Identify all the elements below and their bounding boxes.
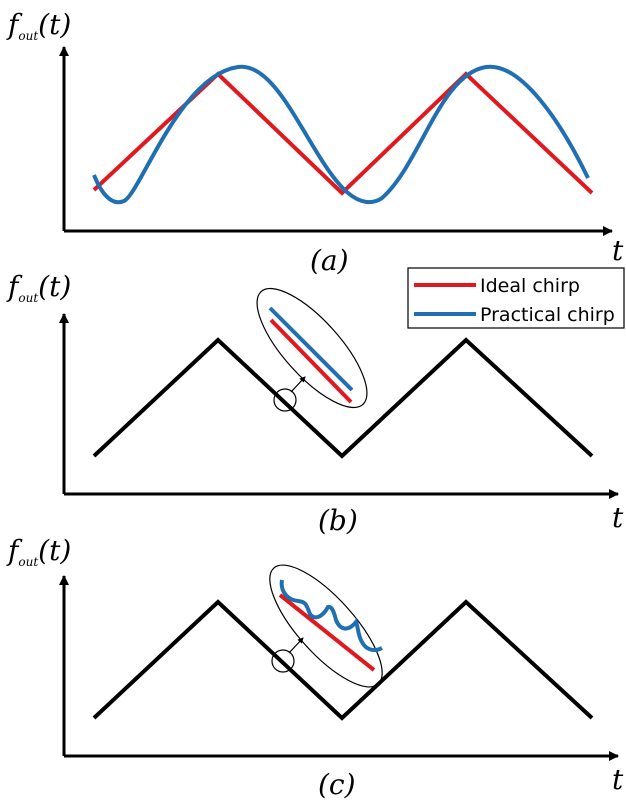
legend: Ideal chirp Practical chirp — [407, 267, 625, 329]
y-axis-label-c: fout(t) — [6, 534, 71, 569]
zoom-arrow-b — [290, 376, 306, 393]
ideal-chirp-line-a — [92, 71, 594, 196]
practical-chirp-curve-a — [92, 64, 590, 205]
y-axis-label-b: fout(t) — [6, 270, 71, 305]
legend-practical-label: Practical chirp — [480, 304, 615, 326]
practical-chirp-zoom-b — [268, 306, 354, 392]
caption-b: (b) — [318, 504, 358, 537]
legend-ideal-label: Ideal chirp — [480, 275, 580, 297]
ideal-chirp-zoom-b — [269, 318, 353, 404]
zoom-circle-b — [273, 388, 297, 412]
ideal-chirp-zoom-c — [278, 593, 376, 672]
chirp-line-c — [92, 599, 594, 721]
practical-chirp-zoom-c — [279, 579, 383, 652]
zoom-ellipse-b — [256, 287, 368, 409]
caption-a: (a) — [310, 244, 349, 277]
zoom-arrow-c — [288, 637, 304, 654]
y-axis-label-a: fout(t) — [6, 8, 71, 43]
x-axis-label-b: t — [612, 501, 624, 534]
panel-b: fout(t) t (b) — [6, 270, 624, 537]
panel-c: fout(t) t (c) — [6, 534, 624, 801]
zoom-ellipse-c — [269, 564, 383, 688]
x-axis-label-c: t — [612, 763, 624, 796]
legend-box — [407, 267, 625, 329]
chirp-line-b — [92, 337, 594, 459]
x-axis-label-a: t — [612, 234, 624, 267]
panel-a: fout(t) t (a) — [6, 8, 624, 277]
caption-c: (c) — [318, 768, 356, 801]
zoom-circle-c — [271, 649, 295, 673]
